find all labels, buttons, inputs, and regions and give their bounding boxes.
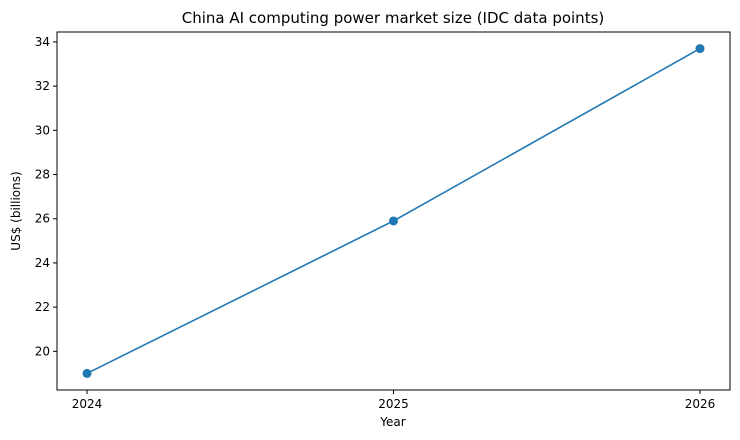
y-tick-label: 28 [35,168,50,182]
data-point [695,44,705,54]
data-point [389,216,398,226]
y-tick-label: 30 [35,123,50,137]
x-axis-ticks: 2024 2025 2026 [72,390,716,411]
x-tick-label: 2025 [378,397,409,411]
y-tick-label: 22 [35,300,50,314]
data-point [82,368,92,378]
x-tick-label: 2024 [72,397,103,411]
y-tick-label: 20 [35,344,50,358]
y-axis-label: US$ (billions) [9,171,23,250]
y-tick-label: 34 [35,35,50,49]
x-axis-label: Year [379,415,405,429]
y-tick-label: 32 [35,79,50,93]
series-layer [82,44,705,378]
x-tick-label: 2026 [685,397,716,411]
chart-title: China AI computing power market size (ID… [182,9,605,27]
y-axis-ticks: 20 22 24 26 28 30 32 34 [35,35,57,358]
y-tick-label: 24 [35,256,50,270]
y-tick-label: 26 [35,212,50,226]
